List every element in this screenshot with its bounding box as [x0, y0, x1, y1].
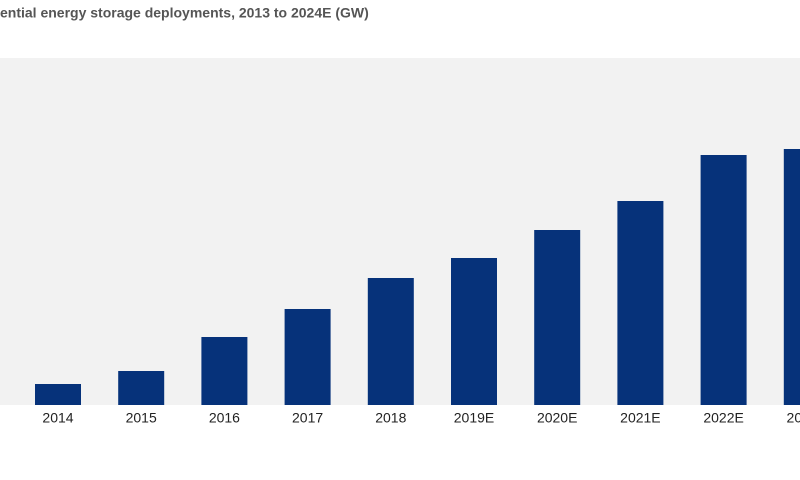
- x-tick-label: 2022E: [703, 410, 743, 426]
- x-tick-label: 2017: [292, 410, 323, 426]
- x-tick-label: 2014: [42, 410, 73, 426]
- bar: [284, 309, 331, 405]
- bar: [534, 230, 581, 405]
- x-tick-label: 2021E: [620, 410, 660, 426]
- bar: [201, 337, 248, 405]
- x-tick-label: 2020E: [537, 410, 577, 426]
- x-tick-label: 2018: [375, 410, 406, 426]
- chart-title: ential energy storage deployments, 2013 …: [0, 5, 369, 21]
- bar: [783, 149, 800, 405]
- bar: [118, 371, 165, 405]
- bar: [35, 384, 81, 405]
- x-tick-label: 2016: [209, 410, 240, 426]
- x-tick-label: 2019E: [454, 410, 494, 426]
- bar: [700, 155, 747, 405]
- bar: [617, 201, 664, 405]
- bar: [451, 258, 497, 405]
- x-tick-label: 2015: [126, 410, 157, 426]
- bar: [367, 278, 414, 405]
- x-tick-label: 2023E: [787, 410, 800, 426]
